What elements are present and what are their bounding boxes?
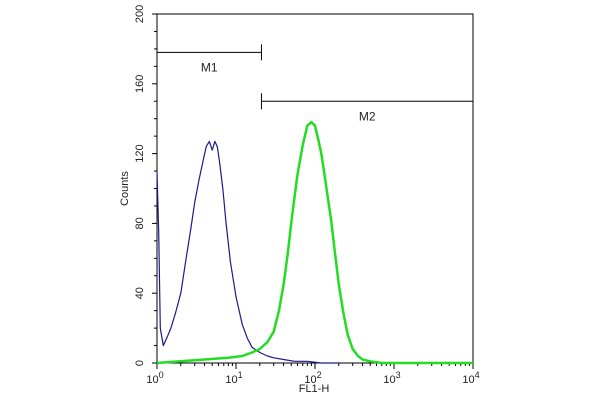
x-tick-label: 104	[462, 370, 479, 386]
x-tick-label: 101	[225, 370, 242, 386]
y-axis-label: Counts	[119, 171, 131, 206]
gate-label-m1: M1	[201, 60, 218, 74]
histogram-series-green	[156, 120, 473, 365]
y-tick-label: 160	[134, 75, 146, 93]
y-tick-label: 200	[134, 5, 146, 23]
x-tick-label: 103	[383, 370, 400, 386]
x-tick-label: 100	[146, 370, 163, 386]
gate-label-m2: M2	[359, 109, 376, 123]
y-tick-label: 80	[134, 217, 146, 229]
y-tick-label: 40	[134, 287, 146, 299]
x-axis-label: FL1-H	[299, 383, 330, 395]
histogram-series-blue	[156, 140, 339, 364]
x-tick-label: 102	[304, 370, 321, 386]
y-tick-label: 120	[134, 144, 146, 162]
y-tick-label: 0	[134, 360, 146, 366]
